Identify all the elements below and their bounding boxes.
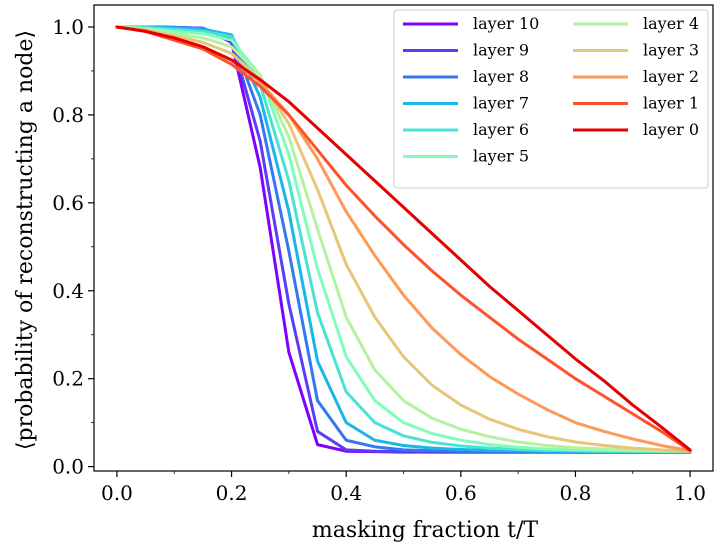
x-tick-label: 0.4 xyxy=(330,481,362,505)
series-line-layer-0 xyxy=(115,25,692,452)
legend-label: layer 7 xyxy=(473,94,529,113)
legend-label: layer 8 xyxy=(473,67,529,86)
legend: layer 10 layer 9 layer 8 layer 7 layer 6 laye… xyxy=(393,9,709,189)
x-tick-label: 0.2 xyxy=(216,481,248,505)
y-axis-ticks: 0.0 0.2 0.4 0.6 0.8 1.0 xyxy=(52,15,94,479)
legend-label: layer 5 xyxy=(473,147,529,166)
legend-label: layer 0 xyxy=(643,120,699,139)
x-tick-label: 0.6 xyxy=(445,481,477,505)
legend-label: layer 6 xyxy=(473,120,529,139)
y-axis-label: ⟨probability of reconstructing a node⟩ xyxy=(13,30,38,450)
x-axis-label: masking fraction t/T xyxy=(312,518,539,543)
legend-label: layer 1 xyxy=(643,94,699,113)
series-line-layer-1 xyxy=(115,25,692,453)
legend-label: layer 10 xyxy=(473,14,539,33)
x-axis-ticks: 0.0 0.2 0.4 0.6 0.8 1.0 xyxy=(101,471,706,505)
y-tick-label: 0.4 xyxy=(52,279,84,303)
y-tick-label: 0.0 xyxy=(52,455,84,479)
legend-label: layer 2 xyxy=(643,67,699,86)
series-lines xyxy=(115,25,692,454)
series-line-layer-5 xyxy=(115,25,692,453)
series-line-layer-3 xyxy=(115,25,692,453)
series-line-layer-4 xyxy=(115,25,692,453)
x-tick-label: 1.0 xyxy=(674,481,706,505)
legend-label: layer 4 xyxy=(643,14,699,33)
y-tick-label: 0.6 xyxy=(52,191,84,215)
y-tick-label: 0.8 xyxy=(52,103,84,127)
x-tick-label: 0.8 xyxy=(560,481,592,505)
legend-label: layer 9 xyxy=(473,41,529,60)
legend-label: layer 3 xyxy=(643,41,699,60)
x-tick-label: 0.0 xyxy=(101,481,133,505)
y-tick-label: 0.2 xyxy=(52,367,84,391)
legend-box xyxy=(393,9,709,189)
y-tick-label: 1.0 xyxy=(52,15,84,39)
